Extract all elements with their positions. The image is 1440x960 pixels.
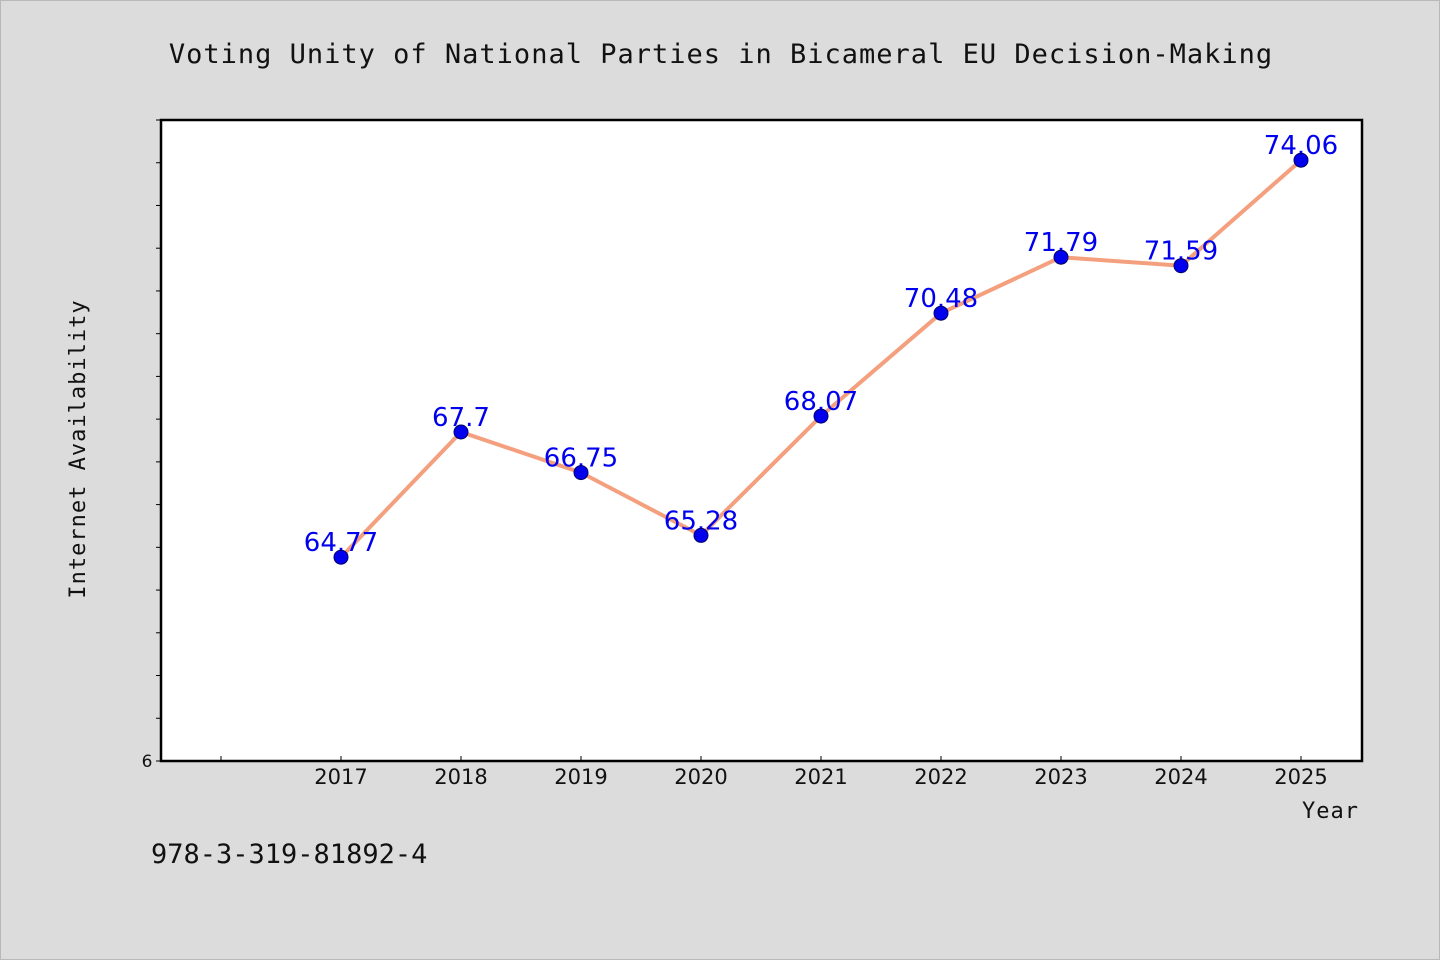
x-tick-label: 2020 — [674, 765, 727, 789]
data-point — [693, 527, 709, 543]
footer-isbn: 978-3-319-81892-4 — [151, 839, 427, 870]
data-point — [573, 465, 589, 481]
x-tick-label: 2025 — [1274, 765, 1327, 789]
x-tick-labels: 2017 2018 2019 2020 2021 2022 2023 2024 2025 — [314, 765, 1327, 789]
x-axis-label: Year — [1302, 799, 1359, 824]
data-point — [933, 305, 949, 321]
data-point — [453, 424, 469, 440]
data-points — [333, 152, 1309, 565]
data-point — [1173, 258, 1189, 274]
x-tick-label: 2023 — [1034, 765, 1087, 789]
x-tick-label: 2018 — [434, 765, 487, 789]
x-tick-label: 2019 — [554, 765, 607, 789]
y-axis-label: Internet Availability — [66, 299, 91, 598]
data-point — [813, 408, 829, 424]
data-point — [1053, 249, 1069, 265]
x-tick-label: 2021 — [794, 765, 847, 789]
chart-title: Voting Unity of National Parties in Bica… — [169, 39, 1273, 70]
x-tick-label: 2017 — [314, 765, 367, 789]
data-point — [1293, 152, 1309, 168]
plot-area — [159, 118, 1364, 763]
x-tick-label: 2024 — [1154, 765, 1207, 789]
x-tick-label: 2022 — [914, 765, 967, 789]
data-point — [333, 549, 349, 565]
y-axis-ticks — [156, 119, 161, 762]
x-axis-ticks — [220, 756, 1302, 761]
y-tick-label: 6 — [142, 752, 153, 772]
